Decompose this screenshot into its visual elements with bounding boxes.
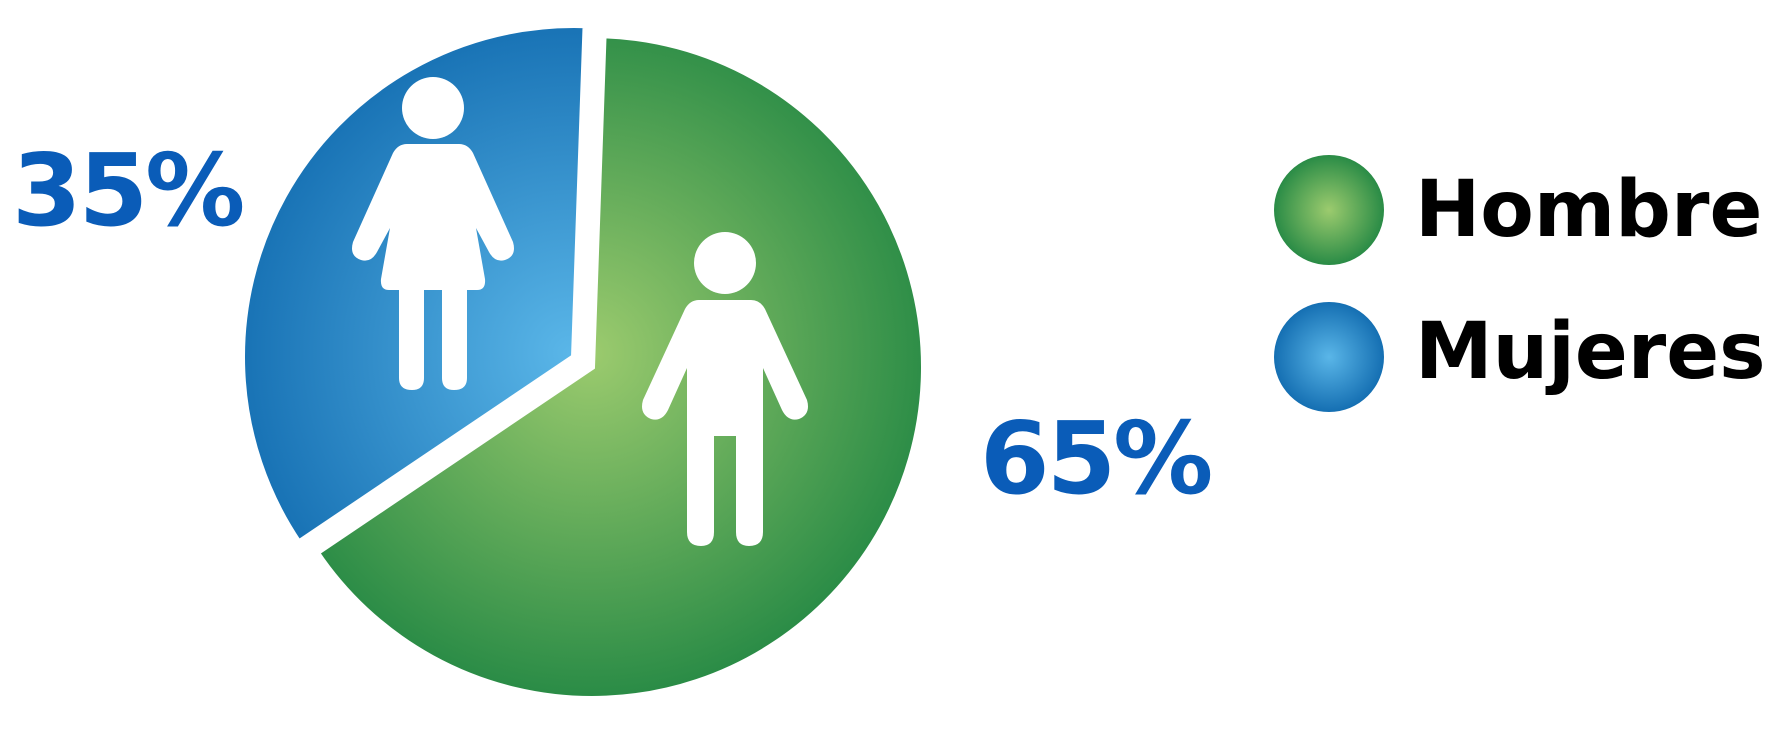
pie-slice-hombres (312, 32, 927, 702)
pct-label-mujeres: 35% (12, 132, 243, 249)
legend-item-mujeres: Mujeres (1274, 302, 1766, 412)
legend-swatch-hombres (1274, 155, 1384, 265)
legend: Hombres Mujeres (1274, 155, 1766, 412)
legend-label-hombres: Hombres (1415, 165, 1766, 255)
woman-icon (352, 77, 514, 390)
legend-label-mujeres: Mujeres (1415, 307, 1766, 397)
pct-label-hombres: 65% (980, 400, 1211, 517)
legend-item-hombres: Hombres (1274, 155, 1766, 265)
man-icon (642, 232, 808, 546)
legend-swatch-mujeres (1274, 302, 1384, 412)
